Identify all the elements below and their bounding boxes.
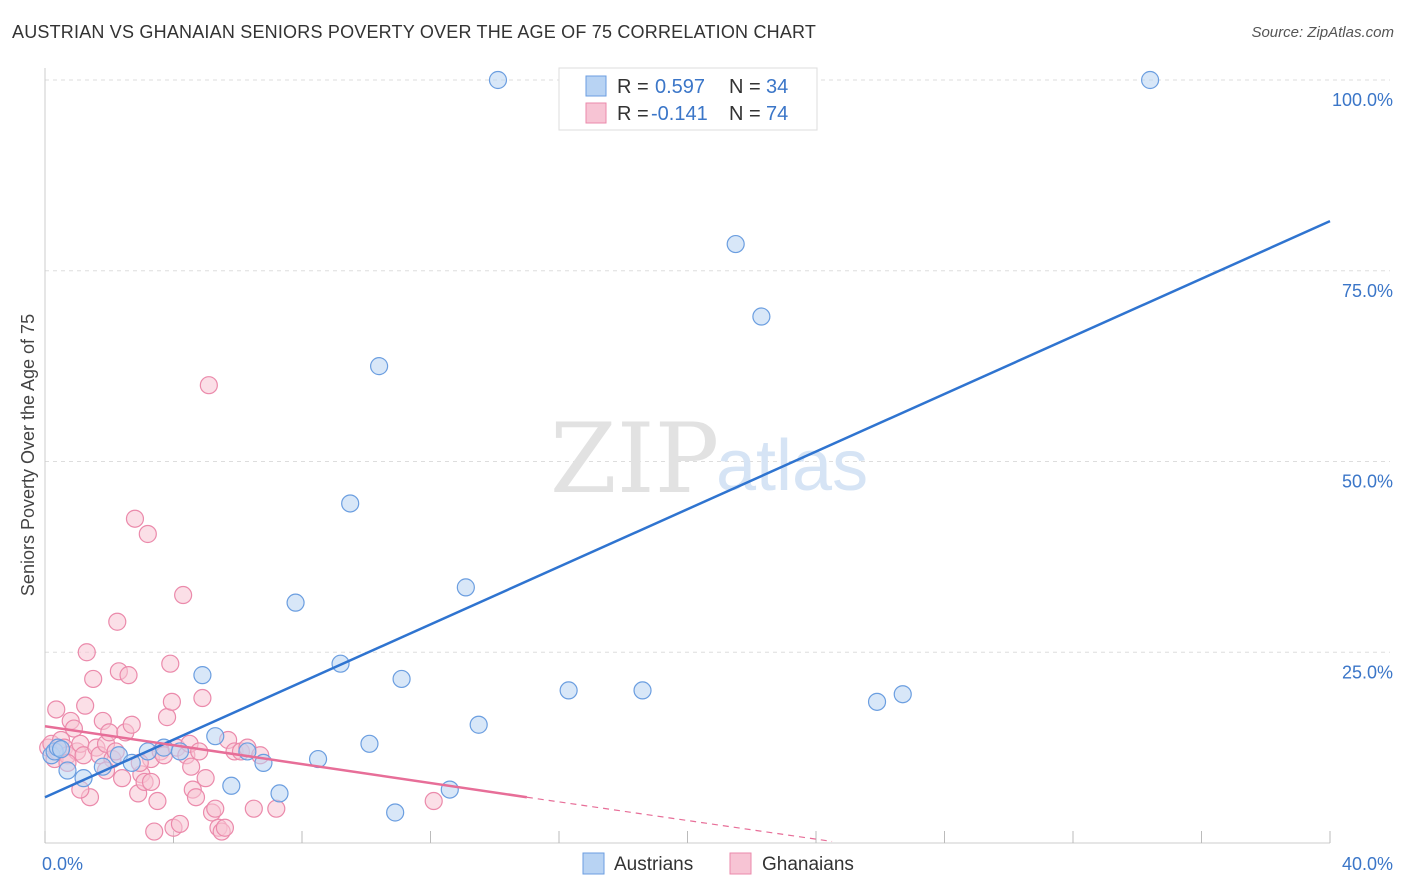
- austrians-point: [341, 494, 360, 513]
- legend-n-label-austrians: N =: [729, 76, 761, 98]
- bottom-legend-label-ghanaians: Ghanaians: [762, 854, 854, 875]
- legend-swatch-austrians: [585, 75, 607, 97]
- legend-r-label-ghanaians: R =: [617, 103, 649, 125]
- ghanaians-point: [119, 666, 138, 685]
- chart-source: Source: ZipAtlas.com: [1251, 24, 1394, 41]
- legend-swatch-ghanaians: [585, 102, 607, 124]
- x-tick-label: 0.0%: [42, 854, 83, 874]
- legend: R = 0.597 N = 34 R = -0.141 N = 74: [558, 67, 818, 131]
- austrians-point: [893, 685, 912, 704]
- tick-labels: 25.0% 50.0% 75.0% 100.0% 0.0% 40.0%: [42, 90, 1393, 874]
- ghanaians-point: [190, 742, 209, 761]
- austrians-point: [51, 740, 71, 759]
- austrians-point: [206, 727, 225, 746]
- x-tick-label: 40.0%: [1342, 854, 1393, 874]
- y-tick-label: 25.0%: [1342, 662, 1393, 682]
- ghanaians-point: [112, 769, 132, 788]
- ghanaians-point: [170, 814, 190, 834]
- austrians-point: [440, 780, 459, 799]
- bottom-legend-swatch-austrians: [582, 852, 605, 875]
- ghanaians-point: [76, 696, 95, 715]
- ghanaians-point: [182, 757, 201, 776]
- ghanaians-point: [77, 643, 96, 662]
- y-tick-label: 50.0%: [1342, 472, 1393, 492]
- austrians-point: [392, 669, 411, 689]
- legend-r-value-austrians: 0.597: [655, 76, 705, 98]
- ghanaians-point: [141, 772, 161, 792]
- austrians-series: [42, 70, 1160, 822]
- ghanaians-point: [145, 822, 164, 841]
- austrians-point: [469, 715, 488, 734]
- austrians-point: [726, 234, 745, 254]
- ghanaians-trend-extension: [526, 796, 833, 843]
- bottom-legend-swatch-ghanaians: [729, 852, 752, 875]
- austrians-point: [360, 734, 379, 753]
- ghanaians-point: [161, 654, 180, 673]
- ghanaians-point: [108, 612, 127, 631]
- austrians-point: [58, 761, 77, 780]
- ghanaians-point: [100, 723, 119, 742]
- ghanaians-trend-line: [44, 725, 528, 799]
- ghanaians-point: [162, 692, 181, 711]
- y-tick-label: 75.0%: [1342, 281, 1393, 301]
- austrians-point: [270, 784, 289, 803]
- trend-lines: [44, 220, 1331, 843]
- austrians-point: [559, 681, 578, 700]
- ghanaians-point: [267, 799, 286, 818]
- austrians-point: [1140, 70, 1160, 90]
- legend-n-value-austrians: 34: [766, 76, 788, 98]
- grid: [45, 79, 1390, 653]
- ghanaians-point: [122, 715, 141, 734]
- y-tick-label: 100.0%: [1332, 90, 1393, 110]
- bottom-legend: Austrians Ghanaians: [582, 852, 854, 875]
- axes: [44, 68, 1331, 844]
- ghanaians-point: [199, 376, 218, 395]
- ghanaians-point: [84, 669, 103, 689]
- austrians-point: [867, 692, 887, 711]
- ghanaians-point: [148, 791, 167, 811]
- austrians-point: [633, 681, 652, 700]
- ghanaians-point: [157, 708, 177, 727]
- ghanaians-point: [244, 799, 263, 818]
- austrians-point: [752, 307, 771, 326]
- austrians-point: [456, 578, 475, 597]
- austrians-point: [286, 593, 305, 612]
- ghanaians-point: [47, 700, 66, 719]
- bottom-legend-label-austrians: Austrians: [614, 854, 693, 875]
- ghanaians-point: [215, 818, 234, 837]
- ghanaians-point: [186, 788, 206, 807]
- ghanaians-point: [206, 799, 225, 818]
- legend-n-label-ghanaians: N =: [729, 103, 761, 125]
- chart-title: AUSTRIAN VS GHANAIAN SENIORS POVERTY OVE…: [12, 22, 817, 42]
- ghanaians-point: [196, 769, 215, 788]
- ghanaians-point: [125, 509, 145, 528]
- y-axis-title: Seniors Poverty Over the Age of 75: [18, 314, 38, 596]
- austrians-point: [193, 666, 212, 685]
- watermark-zip: ZIP: [550, 403, 719, 515]
- austrians-point: [370, 357, 389, 376]
- austrians-point: [488, 70, 508, 90]
- ghanaians-point: [174, 585, 193, 605]
- austrians-trend-line: [44, 220, 1331, 799]
- legend-n-value-ghanaians: 74: [766, 103, 788, 125]
- austrians-point: [222, 776, 241, 795]
- legend-r-label-austrians: R =: [617, 76, 649, 98]
- austrians-point: [386, 803, 405, 822]
- ghanaians-point: [138, 524, 157, 544]
- ghanaians-point: [193, 688, 212, 708]
- legend-r-value-ghanaians: -0.141: [651, 103, 708, 125]
- ghanaians-point: [424, 791, 443, 811]
